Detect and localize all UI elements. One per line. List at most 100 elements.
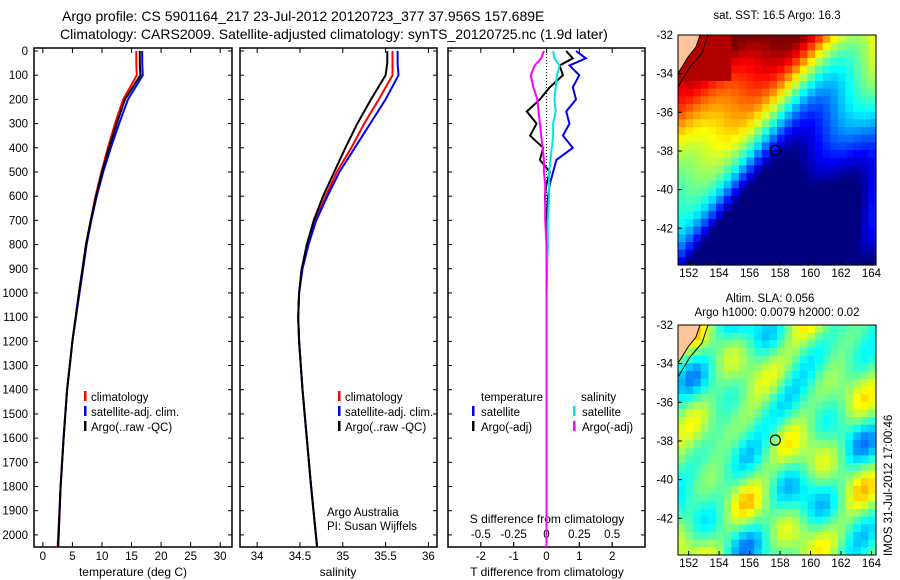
map-cell	[807, 234, 816, 243]
salinity-panel: salinity climatology satellite-adj. clim…	[239, 47, 438, 579]
map-cell	[685, 81, 694, 90]
map-cell	[860, 470, 869, 479]
map-cell	[746, 455, 755, 464]
map-cell	[853, 35, 862, 44]
map-cell	[845, 173, 854, 182]
map-cell	[685, 348, 694, 357]
map-cell	[830, 325, 839, 334]
map-cell	[678, 211, 687, 220]
map-cell	[754, 73, 763, 82]
map-cell	[860, 409, 869, 418]
map-cell	[738, 355, 748, 364]
map-cell	[845, 234, 854, 243]
map-cell	[784, 180, 793, 189]
map-cell	[685, 470, 694, 479]
map-cell	[678, 127, 687, 136]
map-cell	[708, 348, 717, 357]
map-cell	[799, 325, 808, 334]
map-cell	[708, 119, 717, 128]
x-tick-label: 25	[184, 551, 197, 563]
x-tick-label: 34.5	[289, 551, 311, 563]
map-cell	[716, 157, 725, 166]
map-cell	[777, 165, 786, 174]
lon-tick-label: 152	[679, 558, 698, 570]
map-cell	[807, 394, 816, 403]
map-cell	[860, 219, 869, 228]
map-cell	[860, 440, 869, 449]
map-cell	[845, 65, 854, 74]
map-cell	[678, 242, 687, 251]
map-cell	[784, 119, 793, 128]
map-cell	[761, 211, 770, 220]
map-cell	[830, 470, 839, 479]
map-cell	[731, 332, 740, 341]
map-cell	[868, 401, 877, 410]
map-cell	[746, 50, 755, 59]
map-cell	[693, 348, 702, 357]
map-cell	[754, 249, 763, 258]
map-cell	[799, 81, 808, 90]
map-cell	[868, 257, 877, 266]
y-tick-label: 0	[22, 46, 28, 58]
map-cell	[799, 203, 808, 212]
map-cell	[723, 65, 732, 74]
map-cell	[815, 211, 824, 220]
map-cell	[685, 234, 694, 243]
map-cell	[822, 409, 831, 418]
map-cell	[822, 173, 831, 182]
y-tick-label: 1400	[2, 385, 28, 397]
map-cell	[708, 242, 717, 251]
map-cell	[746, 539, 755, 548]
map-cell	[700, 386, 709, 395]
map-cell	[723, 386, 732, 395]
lat-tick-label: -32	[656, 320, 673, 332]
map-cell	[738, 432, 748, 441]
map-cell	[807, 447, 816, 456]
map-cell	[731, 432, 740, 441]
map-cell	[822, 516, 831, 525]
map-cell	[792, 340, 801, 349]
map-cell	[716, 470, 725, 479]
map-cell	[700, 165, 709, 174]
map-cell	[685, 493, 694, 502]
map-cell	[822, 478, 831, 487]
map-cell	[784, 150, 793, 159]
map-cell	[678, 547, 687, 556]
map-cell	[678, 363, 687, 372]
y-tick-label: 1200	[2, 336, 28, 348]
map-cell	[716, 257, 725, 266]
map-cell	[716, 486, 725, 495]
map-cell	[754, 501, 763, 510]
map-cell	[860, 58, 869, 67]
map-cell	[860, 332, 869, 341]
map-cell	[678, 134, 687, 143]
map-cell	[777, 539, 786, 548]
map-cell	[837, 211, 847, 220]
map-cell	[678, 539, 687, 548]
map-cell	[868, 134, 877, 143]
map-cell	[830, 332, 839, 341]
map-cell	[822, 58, 831, 67]
map-cell	[685, 432, 694, 441]
map-cell	[746, 501, 755, 510]
map-cell	[792, 188, 801, 197]
map-cell	[860, 88, 869, 97]
map-cell	[723, 73, 732, 82]
map-cell	[830, 447, 839, 456]
map-cell	[845, 417, 854, 426]
map-cell	[807, 463, 816, 472]
map-cell	[738, 440, 748, 449]
map-cell	[685, 371, 694, 380]
map-cell	[746, 371, 755, 380]
map-cell	[784, 401, 793, 410]
map-cell	[784, 142, 793, 151]
map-cell	[716, 127, 725, 136]
map-cell	[845, 332, 854, 341]
map-cell	[830, 111, 839, 120]
map-cell	[731, 463, 740, 472]
map-cell	[837, 157, 847, 166]
map-cell	[853, 424, 862, 433]
map-frame	[677, 324, 877, 556]
map-cell	[815, 470, 824, 479]
map-cell	[860, 424, 869, 433]
